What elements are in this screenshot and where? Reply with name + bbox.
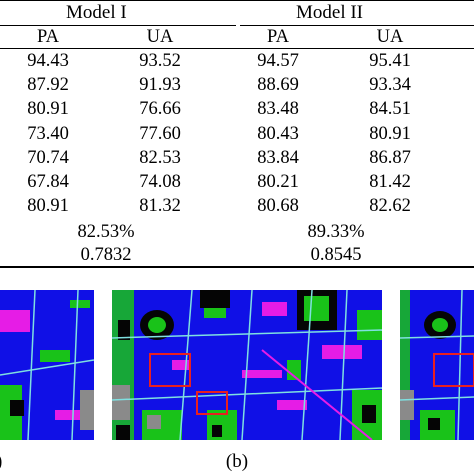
overall-accuracy-model-2: 89.33% — [307, 222, 365, 242]
header-bottom-rule — [0, 48, 474, 49]
table-cell: 94.43 — [27, 51, 69, 71]
header-rule-model-1 — [0, 25, 236, 26]
table-cell: 86.87 — [369, 147, 411, 168]
table-cell: 93.34 — [369, 75, 411, 96]
model-header-1: Model I — [66, 2, 127, 23]
table-bottom-rule — [0, 266, 474, 268]
table-cell: 80.68 — [257, 196, 299, 217]
classification-map-center-image — [112, 290, 382, 440]
table-cell: 95.41 — [369, 51, 411, 71]
col-header-ua-1: UA — [146, 27, 174, 47]
classification-map-left — [0, 290, 94, 440]
classification-maps — [0, 290, 474, 444]
left-caption-fragment: ) — [0, 452, 2, 471]
table-cell: 70.74 — [27, 147, 69, 168]
table-cell: 87.92 — [27, 75, 69, 96]
table-cell: 76.66 — [139, 99, 181, 120]
table-cell: 80.91 — [27, 196, 69, 217]
table-cell: 81.42 — [369, 172, 411, 192]
table-cell: 67.84 — [27, 172, 69, 192]
table-cell: 88.69 — [257, 75, 299, 96]
col-header-pa-1: PA — [37, 27, 59, 47]
table-top-rule — [0, 0, 474, 1]
table-cell: 82.62 — [369, 196, 411, 217]
table-cell: 83.84 — [257, 147, 299, 168]
table-cell: 80.91 — [369, 123, 411, 144]
classification-map-left-image — [0, 290, 94, 440]
table-cell: 82.53 — [139, 147, 181, 168]
kappa-model-2: 0.8545 — [310, 245, 362, 265]
header-rule-model-2 — [240, 25, 474, 26]
table-cell: 93.52 — [139, 51, 181, 71]
classification-map-right-image — [400, 290, 474, 440]
overall-accuracy-model-1: 82.53% — [77, 222, 135, 242]
classification-map-center — [112, 290, 382, 440]
table-cell: 77.60 — [139, 123, 181, 144]
table-cell: 73.40 — [27, 123, 69, 144]
table-cell: 84.51 — [369, 99, 411, 120]
table-cell: 80.91 — [27, 99, 69, 120]
accuracy-table: Model I Model II PA UA PA UA 94.43 93.52 9… — [0, 0, 474, 268]
col-header-pa-2: PA — [267, 27, 289, 47]
table-cell: 81.32 — [139, 196, 181, 217]
kappa-model-1: 0.7832 — [80, 245, 132, 265]
table-cell: 80.43 — [257, 123, 299, 144]
table-cell: 80.21 — [257, 172, 299, 192]
model-header-2: Model II — [296, 2, 364, 23]
table-cell: 83.48 — [257, 99, 299, 120]
col-header-ua-2: UA — [376, 27, 404, 47]
highlight-box-2 — [196, 391, 228, 415]
table-cell: 74.08 — [139, 172, 181, 192]
figure-caption: (b) — [225, 451, 249, 472]
classification-map-right — [400, 290, 474, 440]
highlight-box-1 — [149, 353, 191, 387]
table-cell: 91.93 — [139, 75, 181, 96]
table-cell: 94.57 — [257, 51, 299, 71]
